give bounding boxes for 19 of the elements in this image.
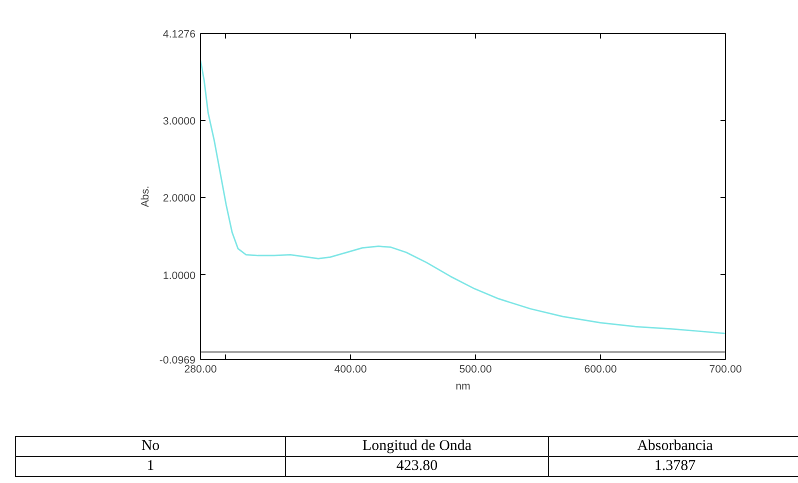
text: 1 xyxy=(16,456,286,476)
x-tick-label: 500.00 xyxy=(459,364,492,376)
text: 423.80 xyxy=(286,456,548,476)
x-axis-title: nm xyxy=(456,380,471,392)
y-tick-label: -0.0969 xyxy=(159,354,196,366)
y-tick-label: 4.1276 xyxy=(162,28,196,40)
text: Longitud de Onda xyxy=(286,436,548,456)
line-series xyxy=(200,60,726,334)
text: Absorbancia xyxy=(548,436,798,456)
x-tick-label: 280.00 xyxy=(184,364,217,376)
y-tick-label: 3.0000 xyxy=(162,116,196,128)
x-tick-label: 400.00 xyxy=(334,364,367,376)
y-tick-label: 2.0000 xyxy=(162,192,196,205)
y-axis-title: Abs. xyxy=(139,186,152,208)
y-tick-label: 1.0000 xyxy=(162,270,196,282)
x-tick-label: 600.00 xyxy=(584,364,617,376)
text: 1.3787 xyxy=(548,456,798,476)
x-tick-label: 700.00 xyxy=(709,364,742,376)
text: No xyxy=(16,436,286,456)
